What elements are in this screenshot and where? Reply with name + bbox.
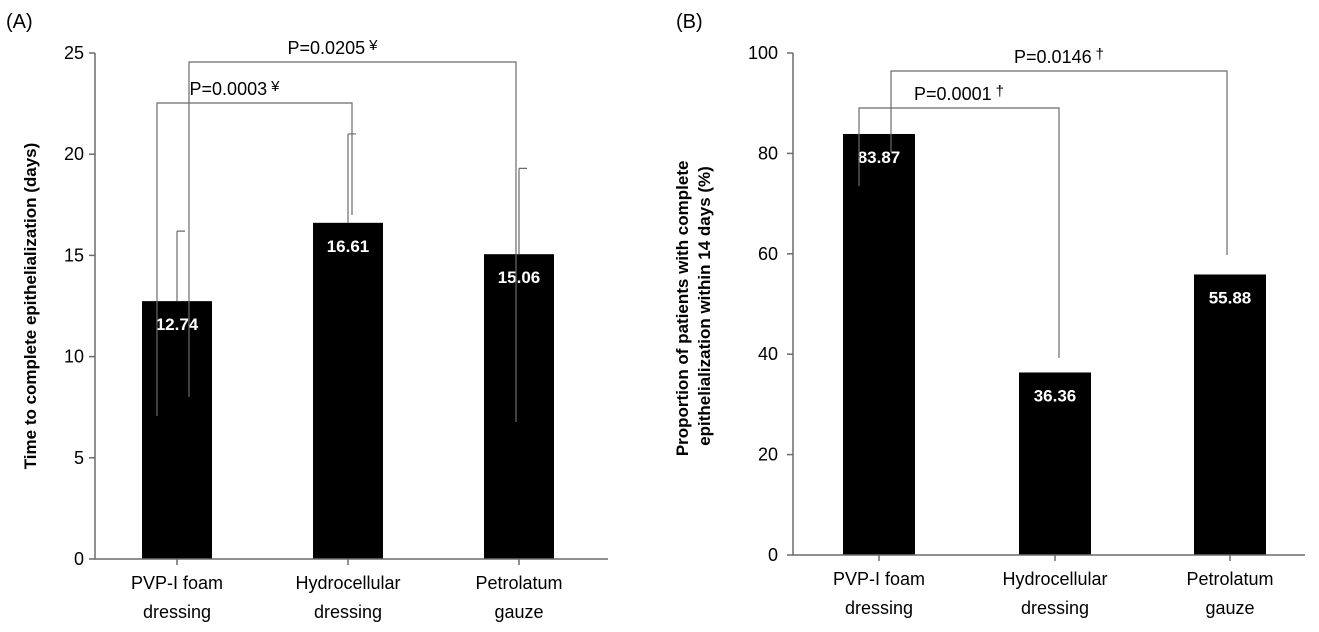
panel-a-bar-value-label: 12.74 [156,315,199,334]
panel-b-y-tick-label: 80 [758,143,778,163]
panel-b-bars: 83.87 36.36 55.88 [843,133,1266,555]
panel-b-comparison-bracket [890,70,1228,255]
panel-a-bar [142,301,212,559]
panel-a-p-value-label: P=0.0003 ¥ [190,78,281,99]
panel-a-comparison-bracket [188,61,517,422]
panel-a-y-ticks: 0 5 10 15 20 25 [64,43,95,569]
panel-b-category-label: PVP-I foam [833,569,925,589]
panel-b-y-axis-label-line2: epithelialization within 14 days (%) [695,166,714,446]
panel-a-category-label: Petrolatum [475,573,562,593]
panel-b-comparison-bracket [858,107,1060,358]
panel-b-bar-value-label: 55.88 [1209,288,1252,307]
panel-b-y-ticks: 0 20 40 60 80 100 [748,43,793,565]
panel-a-bar [484,254,554,559]
panel-b-category-label: Petrolatum [1186,569,1273,589]
panel-a-brackets: P=0.0003 ¥ P=0.0205 ¥ [156,37,517,422]
panel-b-bar [1194,274,1266,555]
panel-b-bar [843,133,915,555]
panel-a-category-label: dressing [314,602,382,622]
panel-a-y-tick-label: 20 [64,144,84,164]
panel-a-error-bars [176,133,527,302]
panel-b-y-axis-label: Proportion of patients with complete epi… [673,156,714,456]
panel-a-y-tick-label: 10 [64,347,84,367]
panel-a-bar-value-label: 15.06 [498,268,541,287]
panel-a-y-tick-label: 0 [74,549,84,569]
panel-b-bar [1019,372,1091,555]
panel-a-axes [94,53,608,560]
panel-b-label: (B) [676,11,703,33]
panel-a-category-label: gauze [494,602,543,622]
panel-a-p-value-label: P=0.0205 ¥ [288,37,379,58]
panel-b-category-label: Hydrocellular [1002,569,1107,589]
panel-b-p-value-label: P=0.0146 † [1014,46,1104,67]
panel-b-brackets: P=0.0001 † P=0.0146 † [858,46,1228,358]
panel-a-bar-value-label: 16.61 [327,237,370,256]
panel-a-category-label: dressing [143,602,211,622]
panel-a-x-ticks: PVP-I foam dressing Hydrocellular dressing P… [131,559,563,622]
panel-a-bar-chart: (A) Time to complete epithelialization (… [6,11,608,622]
panel-a-y-tick-label: 25 [64,43,84,63]
panel-a-y-axis-label: Time to complete epithelialization (days… [21,143,40,470]
panel-b-y-tick-label: 40 [758,344,778,364]
panel-a-y-tick-label: 15 [64,245,84,265]
panel-a-label: (A) [6,11,33,33]
panel-a-y-tick-label: 5 [74,448,84,468]
panel-a-error-bar [176,230,185,302]
panel-a-category-label: Hydrocellular [295,573,400,593]
panel-b-category-label: dressing [1021,598,1089,618]
panel-b-x-ticks: PVP-I foam dressing Hydrocellular dressing P… [833,555,1274,618]
panel-a-bars: 12.74 16.61 15.06 [142,222,554,559]
panel-b-y-tick-label: 0 [768,545,778,565]
panel-b-category-label: dressing [845,598,913,618]
panel-a-error-bar [518,167,527,255]
panel-b-y-tick-label: 20 [758,445,778,465]
panel-a-category-label: PVP-I foam [131,573,223,593]
panel-b-p-value-label: P=0.0001 † [914,83,1004,104]
panel-b-bar-value-label: 36.36 [1034,386,1077,405]
panel-b-bar-value-label: 83.87 [858,148,901,167]
panel-b-category-label: gauze [1205,598,1254,618]
panel-b-bar-chart: (B) Proportion of patients with complete… [673,11,1305,618]
panel-b-y-axis-label-line1: Proportion of patients with complete [673,161,692,457]
panel-b-y-tick-label: 60 [758,244,778,264]
panel-b-y-tick-label: 100 [748,43,778,63]
panel-b-axes [792,53,1305,556]
panel-a-bar [313,222,383,559]
panel-a-comparison-bracket [156,102,353,416]
